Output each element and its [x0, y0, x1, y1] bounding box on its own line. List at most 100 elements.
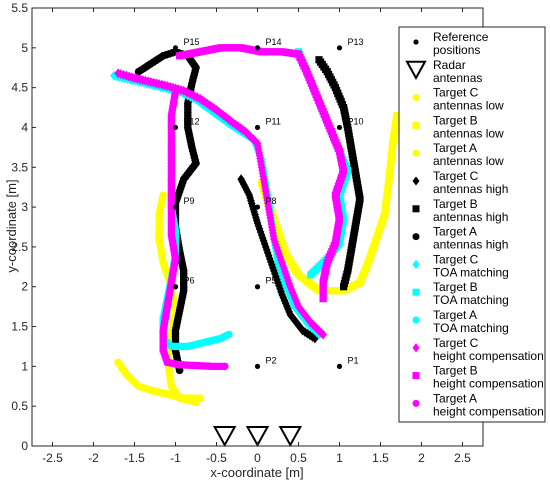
legend-label: TOA matching: [433, 293, 509, 307]
series-point: [231, 119, 240, 130]
reference-point: [254, 45, 261, 51]
legend-label: Target C: [433, 336, 479, 350]
legend-label: Target B: [433, 197, 478, 211]
legend-label: height compensation: [433, 377, 544, 391]
series-point: [319, 329, 327, 340]
x-tick-label: 0: [254, 451, 261, 465]
legend-label: Target A: [433, 391, 477, 405]
y-tick-label: 4.5: [11, 81, 28, 95]
legend-marker: [412, 399, 420, 407]
legend-marker: [412, 149, 420, 157]
legend-marker: [412, 233, 420, 241]
reference-label: P5: [266, 276, 277, 286]
x-tick-label: -2: [88, 451, 99, 465]
reference-label: P12: [184, 116, 200, 126]
series-point: [311, 333, 319, 344]
y-axis-label: y-coordinate [m]: [4, 179, 19, 272]
legend-box: [398, 26, 546, 423]
plot-area: P1 P2 P5 P6 P8 P9 P10 P11 P12 P13 P14 P15: [110, 37, 401, 448]
legend-label: Target C: [433, 169, 479, 183]
legend-label: Target C: [433, 86, 479, 100]
legend-marker: [412, 121, 420, 129]
legend-label: antennas high: [433, 238, 508, 252]
legend-label: height compensation: [433, 349, 544, 363]
reference-label: P9: [184, 196, 195, 206]
reference-label: P1: [348, 355, 359, 365]
legend-marker: [412, 94, 420, 102]
legend-label: Reference: [433, 30, 489, 44]
reference-point: [172, 284, 179, 290]
reference-label: P13: [348, 37, 364, 47]
legend-marker: [412, 343, 420, 353]
axes: -2.5 -2 -1.5 -1 -0.5 0 0.5 1 1.5 2 2.5 0 0.5 1 1.5 2 2.5…: [11, 1, 484, 465]
x-tick-label: 2: [418, 451, 425, 465]
reference-point: [254, 284, 261, 290]
legend-label: Target C: [433, 252, 479, 266]
reference-point: [336, 363, 343, 369]
radar-antenna-marker: [278, 426, 302, 448]
reference-label: P15: [184, 37, 200, 47]
legend-label: Radar: [433, 58, 466, 72]
legend-label: Target B: [433, 280, 478, 294]
legend-marker: [412, 316, 420, 324]
radar-antenna-marker: [245, 426, 270, 448]
series-point: [225, 330, 233, 339]
legend-label: antennas high: [433, 210, 508, 224]
series-point: [393, 111, 401, 120]
legend-label: Target A: [433, 225, 477, 239]
legend-label: Target A: [433, 308, 477, 322]
reference-label: P6: [184, 276, 195, 286]
reference-point: [336, 124, 343, 131]
reference-point: [172, 124, 179, 131]
legend-marker: [405, 60, 427, 80]
legend-label: TOA matching: [433, 321, 509, 335]
series-point: [307, 271, 315, 279]
legend-label: TOA matching: [433, 265, 509, 279]
series-10: [176, 44, 348, 303]
reference-point: [254, 363, 261, 369]
series-point: [192, 398, 200, 407]
series-point: [229, 117, 237, 128]
legend-label: antennas high: [433, 182, 508, 196]
y-tick-label: 0.5: [11, 399, 28, 413]
y-tick-label: 1.5: [11, 320, 28, 334]
radar-antenna-marker: [213, 426, 237, 448]
series-point: [319, 295, 327, 303]
reference-label: P10: [348, 116, 364, 126]
y-tick-label: 0: [21, 439, 28, 453]
legend-label: height compensation: [433, 404, 544, 418]
reference-point: [172, 45, 179, 51]
y-tick-label: 5: [21, 41, 28, 55]
reference-label: P14: [266, 37, 282, 47]
series-4: [315, 56, 364, 291]
series-point: [220, 362, 229, 371]
x-tick-label: 1.5: [372, 451, 389, 465]
legend-marker: [412, 205, 420, 213]
reference-label: P11: [266, 116, 281, 126]
legend-label: antennas low: [433, 99, 504, 113]
legend-label: antennas: [433, 71, 482, 85]
x-tick-label: -1.5: [124, 451, 145, 465]
x-tick-label: -2.5: [42, 451, 63, 465]
x-tick-label: 1: [336, 451, 343, 465]
series-9: [114, 68, 327, 340]
y-tick-label: 2: [21, 280, 28, 294]
reference-point: [172, 204, 179, 210]
series-11: [159, 87, 229, 371]
legend-label: Target B: [433, 364, 478, 378]
legend-marker: [413, 39, 419, 45]
x-tick-label: -0.5: [206, 451, 227, 465]
legend-marker: [412, 176, 420, 186]
reference-point: [336, 45, 343, 51]
x-tick-label: -1: [170, 451, 181, 465]
legend-marker: [412, 372, 420, 380]
legend-label: antennas low: [433, 154, 504, 168]
reference-point: [254, 204, 261, 210]
x-axis-label: x-coordinate [m]: [210, 465, 303, 480]
y-tick-label: 3: [21, 200, 28, 214]
series-point: [340, 283, 348, 291]
legend-marker: [412, 259, 420, 269]
legend-label: Target B: [433, 113, 478, 127]
